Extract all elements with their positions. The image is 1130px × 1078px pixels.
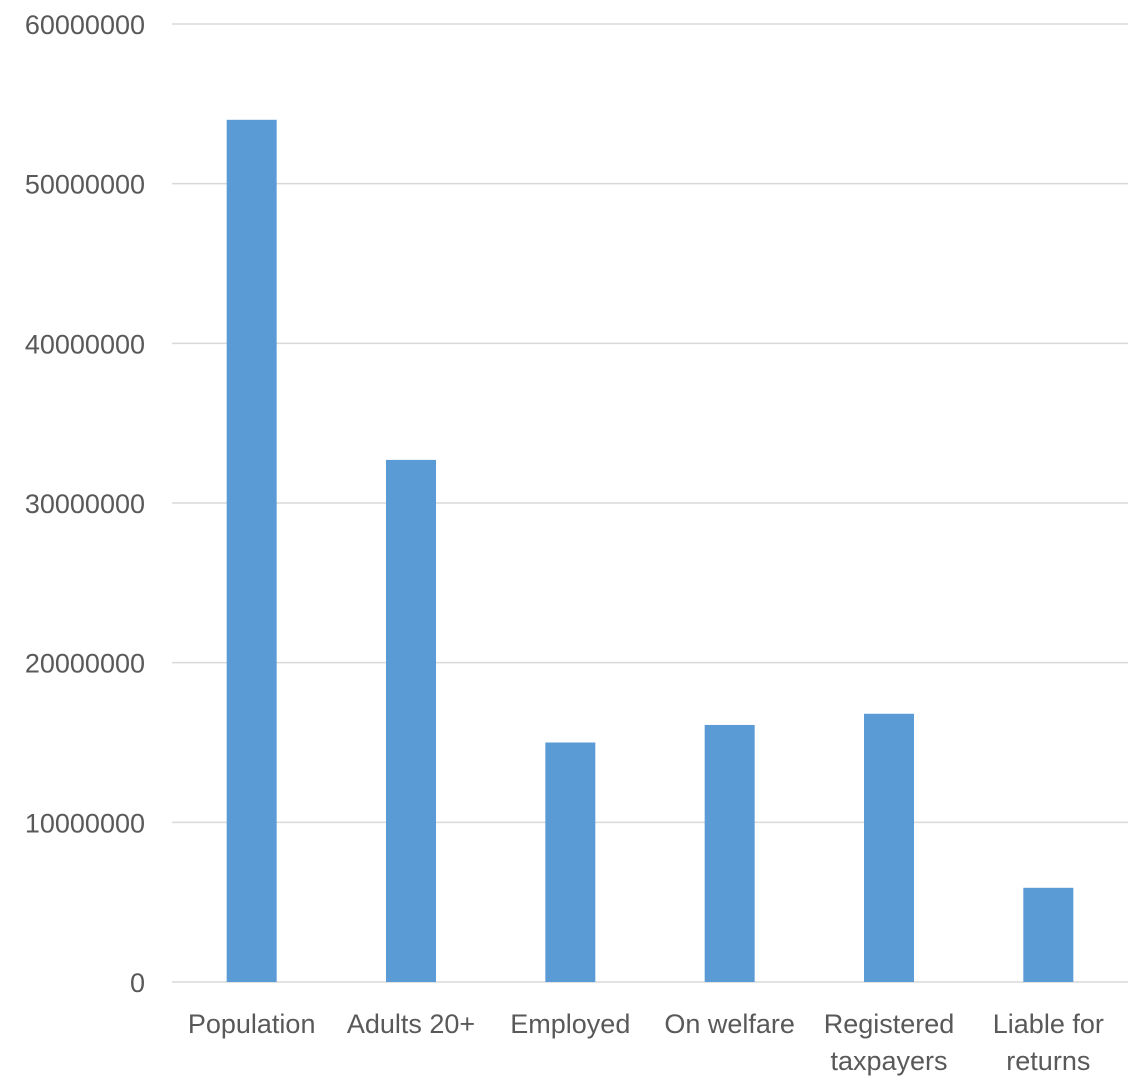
x-category-label: Employed [510, 1009, 630, 1039]
bars [226, 119, 1074, 983]
gridlines [172, 23, 1128, 983]
bar [1023, 887, 1074, 982]
y-tick-label: 0 [130, 968, 145, 998]
bar [226, 119, 277, 983]
y-tick-label: 10000000 [25, 808, 145, 838]
x-category-label: On welfare [664, 1009, 795, 1039]
x-category-label: Adults 20+ [347, 1009, 475, 1039]
x-category-label: returns [1006, 1046, 1090, 1076]
y-axis-tick-labels: 0 10000000 20000000 30000000 40000000 5000000… [25, 10, 145, 998]
x-category-label: Liable for [993, 1009, 1104, 1039]
bar [864, 713, 914, 982]
x-category-label: taxpayers [830, 1046, 947, 1076]
x-category-label: Population [188, 1009, 316, 1039]
y-tick-label: 30000000 [25, 489, 145, 519]
x-category-label: Registered [824, 1009, 955, 1039]
y-tick-label: 50000000 [25, 170, 145, 200]
bar [386, 459, 436, 982]
y-tick-label: 20000000 [25, 649, 145, 679]
bar [545, 742, 596, 982]
y-tick-label: 40000000 [25, 329, 145, 359]
bar [704, 724, 755, 982]
y-tick-label: 60000000 [25, 10, 145, 40]
x-axis-category-labels: Population Adults 20+ Employed On welfare Re… [188, 1009, 1104, 1076]
